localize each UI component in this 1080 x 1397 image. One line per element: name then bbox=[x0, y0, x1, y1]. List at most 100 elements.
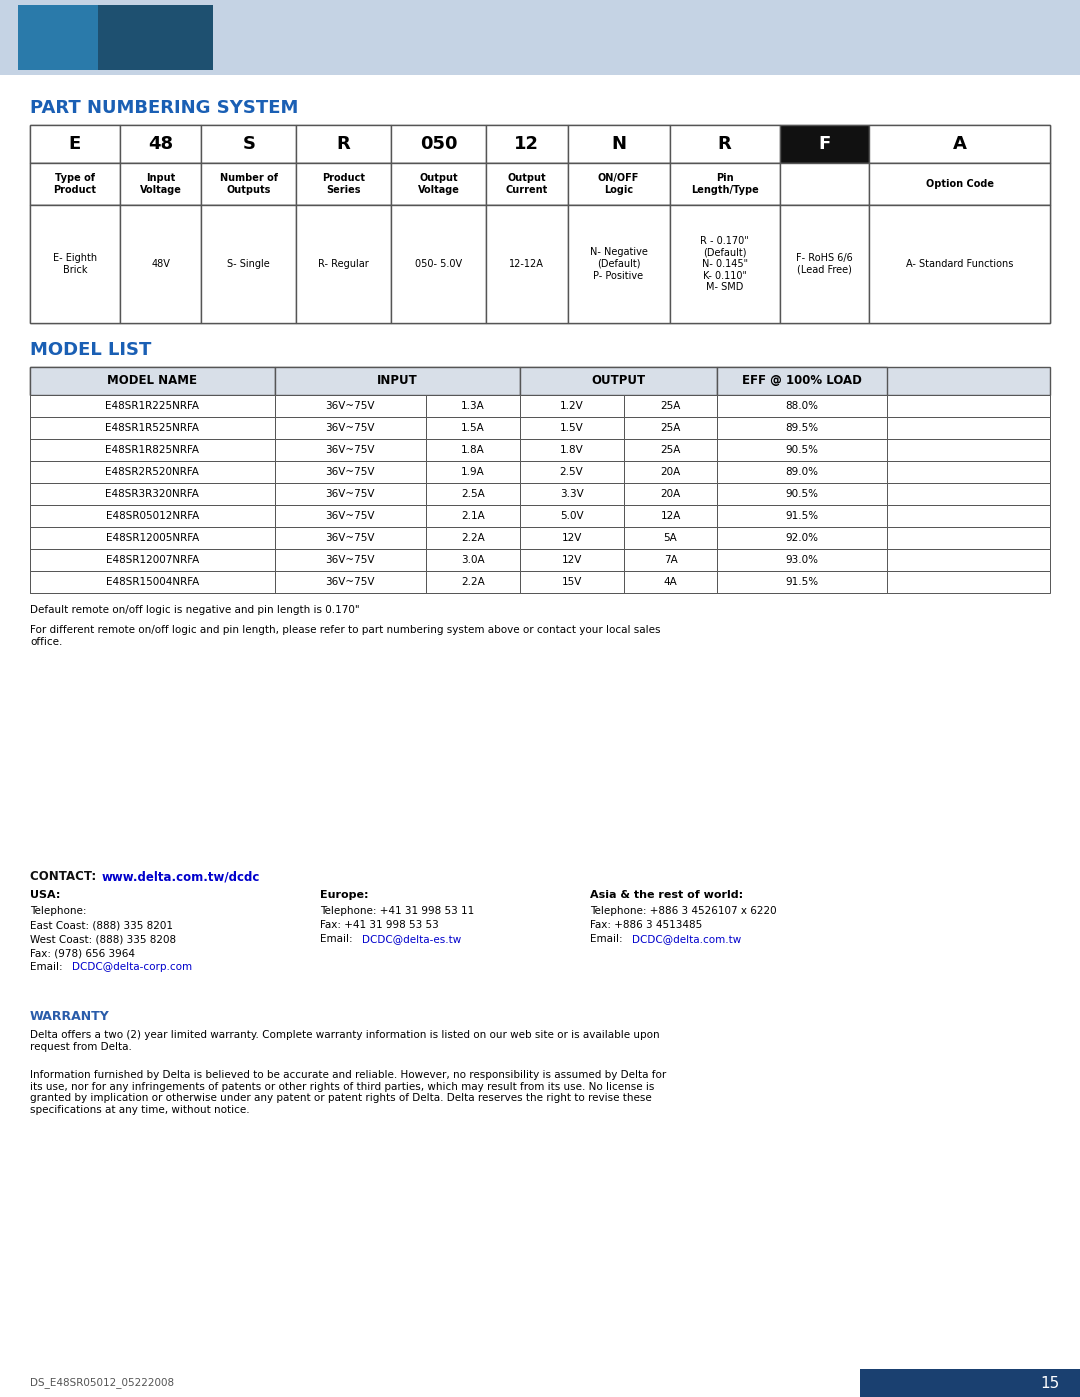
Bar bbox=[274, 527, 426, 549]
Text: 2.5A: 2.5A bbox=[461, 489, 485, 499]
Bar bbox=[869, 124, 1050, 163]
Text: 12V: 12V bbox=[562, 534, 582, 543]
Text: 12: 12 bbox=[514, 136, 539, 154]
Bar bbox=[0, 0, 1080, 75]
Text: 2.5V: 2.5V bbox=[559, 467, 583, 476]
Bar bbox=[519, 504, 623, 527]
Text: 20A: 20A bbox=[661, 489, 680, 499]
Bar bbox=[30, 571, 274, 592]
Text: R: R bbox=[337, 136, 351, 154]
Text: E48SR2R520NRFA: E48SR2R520NRFA bbox=[106, 467, 200, 476]
Text: Product
Series: Product Series bbox=[322, 173, 365, 194]
Bar bbox=[717, 571, 887, 592]
Bar bbox=[30, 416, 274, 439]
Bar bbox=[30, 461, 1050, 483]
Text: 3.0A: 3.0A bbox=[461, 555, 485, 564]
Bar bbox=[869, 163, 1050, 205]
Text: E48SR1R825NRFA: E48SR1R825NRFA bbox=[106, 446, 200, 455]
Text: 3.3V: 3.3V bbox=[559, 489, 583, 499]
Text: MODEL NAME: MODEL NAME bbox=[107, 374, 198, 387]
Bar bbox=[296, 205, 391, 323]
Text: 5.0V: 5.0V bbox=[559, 511, 583, 521]
Text: WARRANTY: WARRANTY bbox=[30, 1010, 110, 1023]
Text: 12A: 12A bbox=[660, 511, 680, 521]
Text: 48: 48 bbox=[148, 136, 173, 154]
Bar bbox=[426, 549, 519, 571]
Text: 89.0%: 89.0% bbox=[785, 467, 819, 476]
Text: For different remote on/off logic and pin length, please refer to part numbering: For different remote on/off logic and pi… bbox=[30, 624, 661, 647]
Bar bbox=[201, 205, 296, 323]
Bar bbox=[30, 439, 1050, 461]
Bar bbox=[717, 439, 887, 461]
Text: Type of
Product: Type of Product bbox=[53, 173, 96, 194]
Bar bbox=[623, 483, 717, 504]
Text: S- Single: S- Single bbox=[228, 258, 270, 270]
Bar bbox=[568, 205, 670, 323]
Text: USA:: USA: bbox=[30, 890, 60, 900]
Bar bbox=[120, 124, 201, 163]
Text: 1.9A: 1.9A bbox=[461, 467, 485, 476]
Bar bbox=[30, 205, 1050, 323]
Bar bbox=[274, 549, 426, 571]
Bar bbox=[670, 124, 780, 163]
Text: 25A: 25A bbox=[660, 401, 680, 411]
Text: 1.8A: 1.8A bbox=[461, 446, 485, 455]
Text: A: A bbox=[953, 136, 967, 154]
Text: DS_E48SR05012_05222008: DS_E48SR05012_05222008 bbox=[30, 1377, 174, 1389]
Text: 90.5%: 90.5% bbox=[785, 489, 819, 499]
Text: 1.2V: 1.2V bbox=[559, 401, 583, 411]
Bar bbox=[30, 395, 1050, 416]
Bar bbox=[623, 439, 717, 461]
Bar bbox=[486, 163, 568, 205]
Text: E48SR1R525NRFA: E48SR1R525NRFA bbox=[106, 423, 200, 433]
Text: Number of
Outputs: Number of Outputs bbox=[220, 173, 278, 194]
Text: E- Eighth
Brick: E- Eighth Brick bbox=[53, 253, 97, 275]
Text: E48SR1R225NRFA: E48SR1R225NRFA bbox=[106, 401, 200, 411]
Bar bbox=[274, 571, 426, 592]
Text: E48SR12005NRFA: E48SR12005NRFA bbox=[106, 534, 199, 543]
Bar bbox=[519, 483, 623, 504]
Bar bbox=[568, 163, 670, 205]
Text: R: R bbox=[718, 136, 731, 154]
Bar bbox=[274, 483, 426, 504]
Text: 050- 5.0V: 050- 5.0V bbox=[415, 258, 462, 270]
Bar bbox=[519, 549, 623, 571]
Bar bbox=[120, 205, 201, 323]
Text: 2.1A: 2.1A bbox=[461, 511, 485, 521]
Bar bbox=[18, 6, 98, 70]
Bar bbox=[30, 549, 1050, 571]
Text: 1.5A: 1.5A bbox=[461, 423, 485, 433]
Text: 36V~75V: 36V~75V bbox=[325, 446, 375, 455]
Text: 25A: 25A bbox=[660, 446, 680, 455]
Text: CONTACT:: CONTACT: bbox=[30, 870, 100, 883]
Text: Output
Voltage: Output Voltage bbox=[418, 173, 459, 194]
Bar bbox=[717, 527, 887, 549]
Text: 36V~75V: 36V~75V bbox=[325, 555, 375, 564]
Text: 1.8V: 1.8V bbox=[559, 446, 583, 455]
Text: Option Code: Option Code bbox=[926, 179, 994, 189]
Bar bbox=[717, 367, 887, 395]
Bar bbox=[426, 483, 519, 504]
Bar bbox=[568, 124, 670, 163]
Bar bbox=[780, 205, 869, 323]
Bar bbox=[30, 395, 274, 416]
Text: 36V~75V: 36V~75V bbox=[325, 467, 375, 476]
Text: F- RoHS 6/6
(Lead Free): F- RoHS 6/6 (Lead Free) bbox=[796, 253, 853, 275]
Text: 92.0%: 92.0% bbox=[785, 534, 819, 543]
Bar bbox=[717, 483, 887, 504]
Bar bbox=[670, 163, 780, 205]
Text: 88.0%: 88.0% bbox=[785, 401, 819, 411]
Text: Delta offers a two (2) year limited warranty. Complete warranty information is l: Delta offers a two (2) year limited warr… bbox=[30, 1030, 660, 1052]
Text: E48SR12007NRFA: E48SR12007NRFA bbox=[106, 555, 199, 564]
Text: 2.2A: 2.2A bbox=[461, 577, 485, 587]
Text: 12V: 12V bbox=[562, 555, 582, 564]
Text: 25A: 25A bbox=[660, 423, 680, 433]
Bar bbox=[670, 205, 780, 323]
Text: R - 0.170"
(Default)
N- 0.145"
K- 0.110"
M- SMD: R - 0.170" (Default) N- 0.145" K- 0.110"… bbox=[700, 236, 750, 292]
Bar bbox=[780, 124, 869, 163]
Text: R- Regular: R- Regular bbox=[319, 258, 369, 270]
Text: Default remote on/off logic is negative and pin length is 0.170": Default remote on/off logic is negative … bbox=[30, 605, 360, 615]
Bar bbox=[623, 527, 717, 549]
Bar bbox=[391, 124, 486, 163]
Bar bbox=[18, 6, 213, 70]
